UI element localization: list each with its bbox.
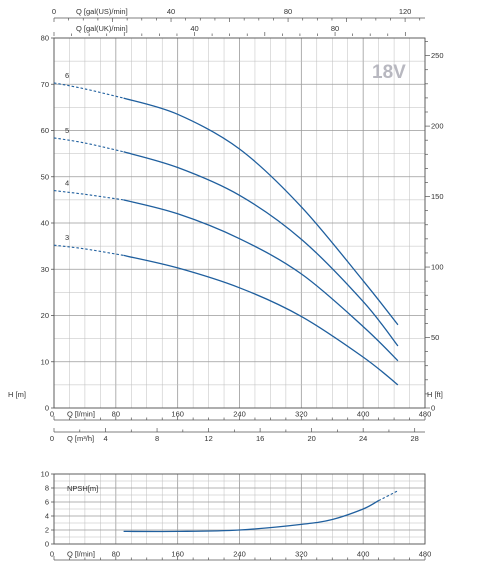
x-m3h-tick-label: 12 [204, 434, 212, 443]
y-right-tick-label: 200 [431, 122, 444, 131]
series-3-line [123, 254, 399, 386]
x-uk-tick-label: 40 [190, 24, 198, 33]
y-right-tick-label: 0 [431, 404, 435, 413]
x-m3h-tick-label: 24 [359, 434, 367, 443]
x-axis-label: Q [l/min] [67, 410, 95, 419]
series-4-label: 4 [65, 179, 69, 188]
x-us-tick-label: 80 [284, 7, 292, 16]
x-us-tick-label: 0 [52, 7, 56, 16]
npsh-plot-frame [53, 473, 426, 545]
x-m3h-axis-label: Q [m³/h] [67, 434, 94, 443]
npsh-x-tick-label: 240 [233, 550, 246, 559]
y-right-axis-label: H [ft] [427, 390, 443, 399]
series-4-dashed-line [53, 190, 124, 201]
npsh-x-axis-label: Q [l/min] [67, 550, 95, 559]
x-m3h-tick-label: 4 [103, 434, 107, 443]
x-axis-top-us: 0 40 80 120 Q [gal(US)/min] [52, 7, 425, 22]
y-right-tick-label: 100 [431, 263, 444, 272]
x-m3h-tick-label: 20 [307, 434, 315, 443]
performance-badge: 18V [372, 62, 406, 83]
y-tick-label: 50 [41, 172, 49, 181]
x-uk-axis-label: Q [gal(UK)/min] [76, 24, 128, 33]
x-tick-label: 80 [112, 410, 120, 419]
series-3-label: 3 [65, 233, 69, 242]
x-axis-top-uk: 40 80 Q [gal(UK)/min] [53, 24, 406, 36]
npsh-x-tick-label: 80 [112, 550, 120, 559]
x-us-axis-label: Q [gal(US)/min] [76, 7, 128, 16]
npsh-y-tick-label: 4 [45, 512, 49, 521]
npsh-x-axis: 80 160 240 320 400 480 0 Q [l/min] [50, 550, 431, 561]
y-axis-right: 0 50 100 150 200 250 H [ft] [425, 41, 444, 413]
x-tick-label: 240 [233, 410, 246, 419]
series-group: 3 4 5 6 [53, 71, 399, 386]
series-4-line [123, 199, 399, 362]
npsh-y-tick-label: 0 [45, 540, 49, 549]
series-5-label: 5 [65, 126, 69, 135]
npsh-x-tick-label: 160 [171, 550, 184, 559]
series-5-dashed-line [53, 137, 124, 153]
npsh-series-group [123, 490, 399, 533]
x-axis-m3h: 4 8 12 16 20 24 28 0 Q [m³/h] [50, 428, 425, 443]
x-m3h-tick-label: 0 [50, 434, 54, 443]
x-tick-label: 400 [357, 410, 370, 419]
y-tick-label: 10 [41, 357, 49, 366]
npsh-grid [53, 473, 426, 545]
series-3-dashed-line [53, 244, 124, 256]
y-right-tick-label: 50 [431, 333, 439, 342]
series-6-line [123, 97, 399, 326]
y-axis-label: H [m] [8, 390, 26, 399]
series-6-dashed-line [53, 82, 124, 99]
npsh-x-tick-label: 0 [50, 550, 54, 559]
npsh-y-tick-label: 2 [45, 526, 49, 535]
y-tick-label: 30 [41, 265, 49, 274]
series-5-line [123, 151, 399, 347]
npsh-y-axis-label: NPSH[m] [67, 484, 98, 493]
y-tick-label: 60 [41, 126, 49, 135]
y-axis-left: 0 10 20 30 40 50 60 70 80 H [m] [8, 34, 54, 413]
npsh-x-tick-label: 320 [295, 550, 308, 559]
x-tick-label: 0 [50, 410, 54, 419]
npsh-line [123, 500, 379, 533]
x-axis-lmin: 80 160 240 320 400 480 0 Q [l/min] [50, 410, 431, 421]
y-tick-label: 40 [41, 219, 49, 228]
y-tick-label: 80 [41, 34, 49, 43]
y-tick-label: 70 [41, 80, 49, 89]
y-tick-label: 20 [41, 311, 49, 320]
npsh-x-tick-label: 480 [419, 550, 432, 559]
x-m3h-tick-label: 16 [256, 434, 264, 443]
npsh-y-tick-label: 6 [45, 498, 49, 507]
x-uk-tick-label: 80 [331, 24, 339, 33]
x-us-tick-label: 40 [167, 7, 175, 16]
npsh-y-tick-label: 8 [45, 484, 49, 493]
y-right-tick-label: 150 [431, 192, 444, 201]
npsh-y-axis: 0 2 4 6 8 10 NPSH[m] [41, 470, 99, 549]
x-tick-label: 480 [419, 410, 432, 419]
x-tick-label: 320 [295, 410, 308, 419]
y-tick-label: 0 [45, 404, 49, 413]
npsh-dashed-line [378, 490, 399, 502]
y-right-tick-label: 250 [431, 51, 444, 60]
npsh-y-tick-label: 10 [41, 470, 49, 479]
grid [53, 37, 426, 409]
x-us-tick-label: 120 [399, 7, 412, 16]
x-tick-label: 160 [171, 410, 184, 419]
x-m3h-tick-label: 8 [155, 434, 159, 443]
x-m3h-tick-label: 28 [411, 434, 419, 443]
npsh-chart: 0 2 4 6 8 10 NPSH[m] 80 160 240 320 400 480 0 Q [l/min… [41, 470, 431, 561]
series-6-label: 6 [65, 71, 69, 80]
npsh-x-tick-label: 400 [357, 550, 370, 559]
